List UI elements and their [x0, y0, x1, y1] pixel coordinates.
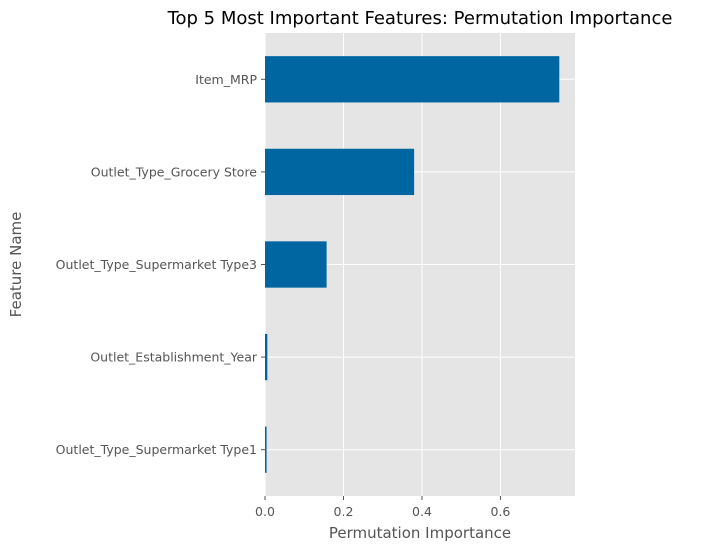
y-tick-label: Outlet_Type_Grocery Store [91, 164, 258, 179]
bar [265, 241, 327, 288]
y-axis-label: Feature Name [7, 212, 25, 318]
y-tick-label: Outlet_Type_Supermarket Type1 [56, 442, 257, 457]
x-tick-label: 0.2 [334, 504, 354, 519]
y-tick-label: Outlet_Establishment_Year [90, 350, 258, 365]
bar [265, 333, 268, 381]
chart-title: Top 5 Most Important Features: Permutati… [167, 8, 673, 29]
y-tick-label: Outlet_Type_Supermarket Type3 [56, 257, 257, 272]
bars [265, 56, 560, 473]
bar [265, 426, 267, 473]
x-tick-label: 0.4 [412, 504, 432, 519]
bar [265, 148, 415, 196]
bar [265, 56, 560, 103]
y-tick-label: Item_MRP [195, 72, 257, 87]
x-tick-label: 0.0 [255, 504, 275, 519]
y-tick-labels: Item_MRP Outlet_Type_Grocery Store Outlet_… [56, 72, 258, 457]
x-tick-label: 0.6 [490, 504, 510, 519]
x-tick-labels: 0.0 0.2 0.4 0.6 [255, 504, 510, 519]
x-axis-label: Permutation Importance [329, 524, 511, 542]
